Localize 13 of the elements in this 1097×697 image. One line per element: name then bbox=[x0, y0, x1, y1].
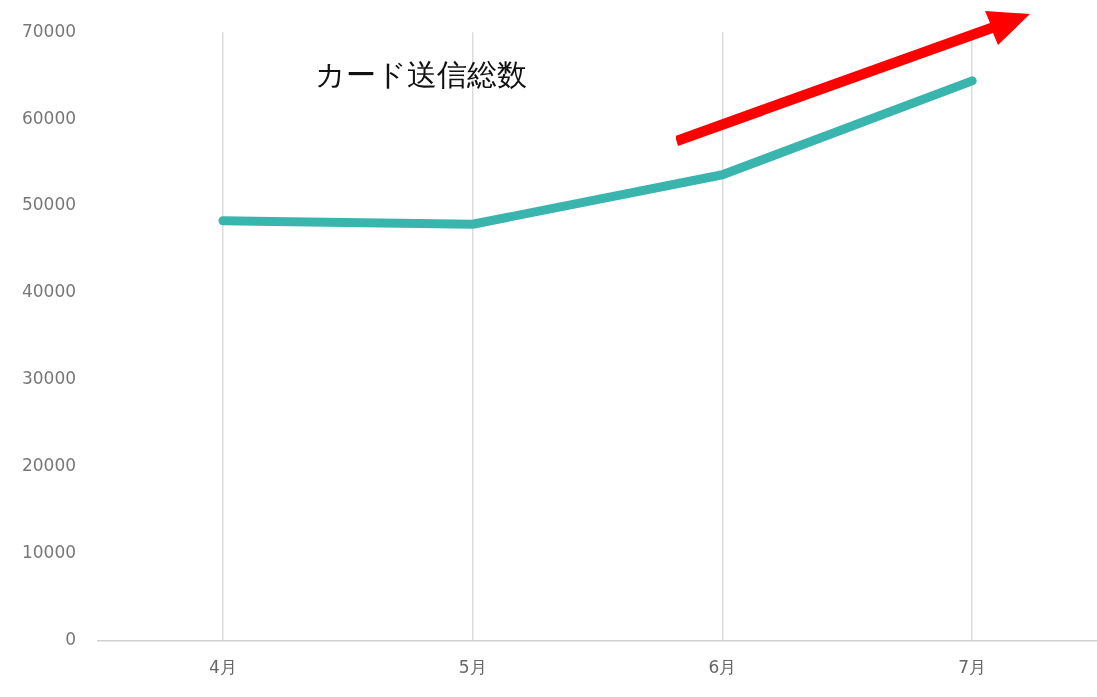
y-tick-label: 20000 bbox=[21, 455, 77, 476]
text: カード送信総数 bbox=[315, 56, 527, 94]
y-tick-label: 0 bbox=[65, 629, 77, 650]
y-tick-label: 50000 bbox=[21, 194, 77, 215]
y-tick-label: 70000 bbox=[21, 20, 77, 41]
x-tick-label: 7月 bbox=[958, 657, 987, 678]
y-tick-label: 10000 bbox=[21, 542, 77, 563]
x-tick-label: 4月 bbox=[209, 657, 237, 678]
x-tick-label: 5月 bbox=[458, 657, 487, 678]
y-tick-label: 30000 bbox=[21, 368, 77, 389]
y-tick-label: 40000 bbox=[21, 281, 77, 302]
y-tick-label: 60000 bbox=[21, 107, 77, 128]
x-tick-label: 6月 bbox=[708, 657, 737, 678]
